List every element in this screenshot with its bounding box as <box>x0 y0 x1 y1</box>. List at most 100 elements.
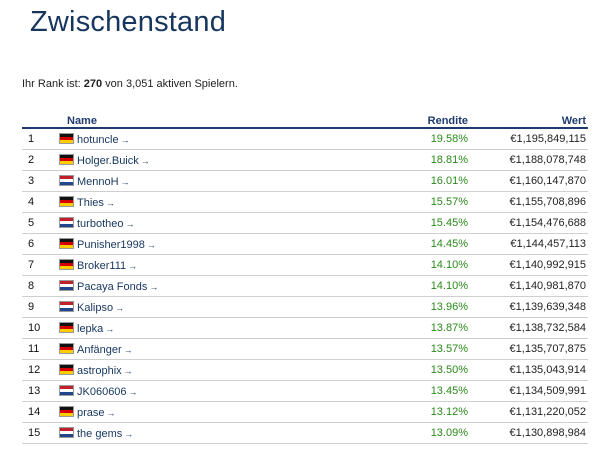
arrow-right-icon[interactable]: → <box>128 386 138 397</box>
row-return: 14.10% <box>388 275 476 297</box>
player-link[interactable]: Pacaya Fonds <box>77 280 148 293</box>
arrow-right-icon[interactable]: → <box>123 344 133 355</box>
header-value[interactable]: Wert <box>476 111 588 129</box>
player-link[interactable]: MennoH <box>77 175 119 188</box>
row-rank: 10 <box>22 317 59 339</box>
arrow-right-icon[interactable]: → <box>124 428 134 439</box>
player-link[interactable]: Anfänger <box>77 343 122 356</box>
row-value: €1,140,992,915 <box>476 254 588 276</box>
player-link[interactable]: lepka <box>77 322 104 335</box>
row-rank: 4 <box>22 191 59 213</box>
row-return: 14.45% <box>388 233 476 255</box>
flag-icon <box>59 153 74 165</box>
row-rank: 14 <box>22 401 59 423</box>
row-value: €1,138,732,584 <box>476 317 588 339</box>
flag-icon <box>59 363 74 375</box>
arrow-right-icon[interactable]: → <box>105 323 115 334</box>
row-value: €1,134,509,991 <box>476 380 588 402</box>
player-link[interactable]: JK060606 <box>77 385 127 398</box>
row-player: Holger.Buick → <box>59 149 388 171</box>
row-return: 13.12% <box>388 401 476 423</box>
row-player: Anfänger → <box>59 338 388 360</box>
row-value: €1,144,457,113 <box>476 233 588 255</box>
row-player: MennoH → <box>59 170 388 192</box>
row-return: 16.01% <box>388 170 476 192</box>
row-player: turbotheo → <box>59 212 388 234</box>
flag-icon <box>59 195 74 207</box>
flag-icon <box>59 321 74 333</box>
row-player: Broker111 → <box>59 254 388 276</box>
arrow-right-icon[interactable]: → <box>140 155 150 166</box>
row-value: €1,139,639,348 <box>476 296 588 318</box>
row-return: 14.10% <box>388 254 476 276</box>
row-player: Punisher1998 → <box>59 233 388 255</box>
table-row: 6 Punisher1998 → 14.45% €1,144,457,113 <box>22 233 588 255</box>
flag-icon <box>59 342 74 354</box>
row-rank: 9 <box>22 296 59 318</box>
flag-icon <box>59 132 74 144</box>
arrow-right-icon[interactable]: → <box>115 302 125 313</box>
arrow-right-icon[interactable]: → <box>149 281 159 292</box>
player-link[interactable]: hotuncle <box>77 133 119 146</box>
flag-icon <box>59 258 74 270</box>
row-player: Thies → <box>59 191 388 213</box>
player-link[interactable]: the gems <box>77 427 123 440</box>
arrow-right-icon[interactable]: → <box>123 365 133 376</box>
table-row: 14 prase → 13.12% €1,131,220,052 <box>22 401 588 423</box>
player-link[interactable]: Kalipso <box>77 301 114 314</box>
player-link[interactable]: astrophix <box>77 364 122 377</box>
arrow-right-icon[interactable]: → <box>146 239 156 250</box>
row-player: prase → <box>59 401 388 423</box>
table-row: 13 JK060606 → 13.45% €1,134,509,991 <box>22 380 588 402</box>
row-return: 15.57% <box>388 191 476 213</box>
row-value: €1,131,220,052 <box>476 401 588 423</box>
player-link[interactable]: turbotheo <box>77 217 124 230</box>
arrow-right-icon[interactable]: → <box>106 407 116 418</box>
header-name[interactable]: Name <box>59 111 388 129</box>
row-return: 13.09% <box>388 422 476 444</box>
player-link[interactable]: prase <box>77 406 105 419</box>
page-title: Zwischenstand <box>30 6 227 38</box>
row-rank: 13 <box>22 380 59 402</box>
row-value: €1,135,707,875 <box>476 338 588 360</box>
row-rank: 6 <box>22 233 59 255</box>
row-value: €1,195,849,115 <box>476 128 588 150</box>
table-row: 9 Kalipso → 13.96% €1,139,639,348 <box>22 296 588 318</box>
player-link[interactable]: Broker111 <box>77 259 127 272</box>
row-value: €1,154,476,688 <box>476 212 588 234</box>
row-rank: 7 <box>22 254 59 276</box>
table-row: 10 lepka → 13.87% €1,138,732,584 <box>22 317 588 339</box>
row-value: €1,135,043,914 <box>476 359 588 381</box>
row-return: 13.57% <box>388 338 476 360</box>
rank-prefix: Ihr Rank ist: <box>22 78 81 90</box>
arrow-right-icon[interactable]: → <box>128 260 138 271</box>
table-row: 12 astrophix → 13.50% €1,135,043,914 <box>22 359 588 381</box>
row-rank: 3 <box>22 170 59 192</box>
flag-icon <box>59 426 74 438</box>
row-value: €1,160,147,870 <box>476 170 588 192</box>
leaderboard-table: Name Rendite Wert 1 hotuncle → 19.58% €1,195… <box>22 111 588 444</box>
row-rank: 15 <box>22 422 59 444</box>
table-row: 2 Holger.Buick → 18.81% €1,188,078,748 <box>22 149 588 171</box>
player-link[interactable]: Thies <box>77 196 104 209</box>
flag-icon <box>59 216 74 228</box>
table-row: 8 Pacaya Fonds → 14.10% €1,140,981,870 <box>22 275 588 297</box>
flag-icon <box>59 279 74 291</box>
player-link[interactable]: Punisher1998 <box>77 238 145 251</box>
header-return[interactable]: Rendite <box>388 111 476 129</box>
row-player: Kalipso → <box>59 296 388 318</box>
arrow-right-icon[interactable]: → <box>105 197 115 208</box>
arrow-right-icon[interactable]: → <box>120 134 130 145</box>
player-link[interactable]: Holger.Buick <box>77 154 139 167</box>
row-return: 13.96% <box>388 296 476 318</box>
row-value: €1,155,708,896 <box>476 191 588 213</box>
rank-summary: Ihr Rank ist: 270 von 3,051 aktiven Spie… <box>22 78 238 90</box>
rank-value: 270 <box>83 78 103 90</box>
arrow-right-icon[interactable]: → <box>125 218 135 229</box>
row-player: astrophix → <box>59 359 388 381</box>
row-value: €1,188,078,748 <box>476 149 588 171</box>
flag-icon <box>59 384 74 396</box>
row-return: 13.45% <box>388 380 476 402</box>
arrow-right-icon[interactable]: → <box>120 176 130 187</box>
row-return: 13.87% <box>388 317 476 339</box>
